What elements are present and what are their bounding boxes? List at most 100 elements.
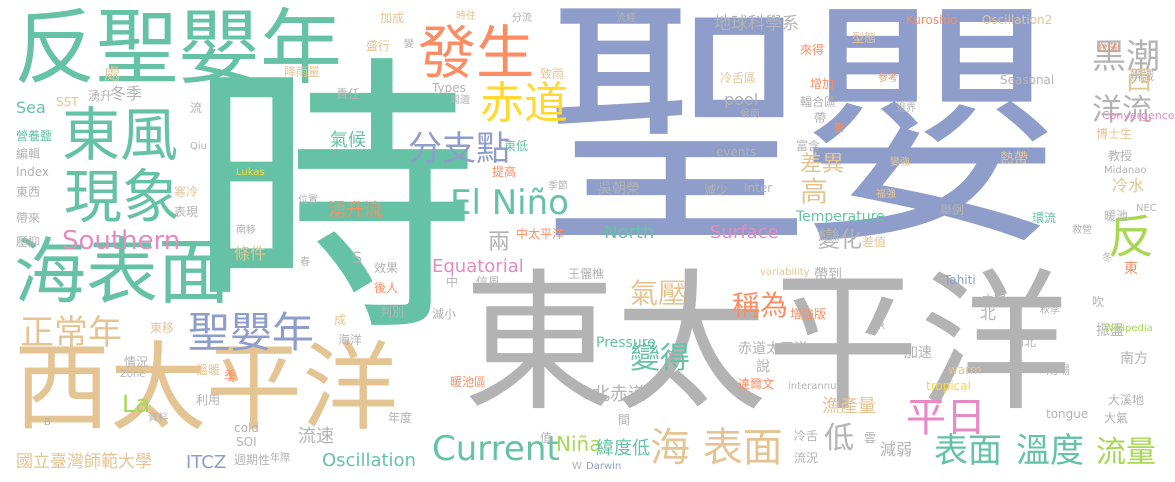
word-liu-su: 流速 — [298, 426, 334, 447]
word-hei-chao: 黑潮 — [1092, 37, 1160, 77]
word-leng-she-qu: 冷舌區 — [720, 71, 757, 85]
word-jiao-shou: 教授 — [1108, 149, 1133, 163]
word-temperature: Temperature — [796, 209, 885, 225]
word-shi-jie: 季節 — [548, 181, 568, 192]
word-liu-jing: 流經 — [616, 13, 636, 24]
word-warm: warm — [948, 363, 982, 377]
word-ying-yang-yan: 營養鹽 — [16, 129, 53, 143]
word-liang: 兩 — [488, 230, 511, 255]
word-zhen-dang: 振盪 — [1096, 323, 1124, 339]
word-dong-ji: 冬季 — [110, 84, 143, 103]
word-wen-nuan: 溫暖 — [196, 363, 221, 377]
word-cha-yi: 差異 — [800, 152, 845, 177]
word-fa-sheng: 發生 — [418, 19, 535, 87]
word-variability: variability — [760, 267, 810, 278]
word-chi-dao: 赤道 — [480, 78, 568, 129]
word-bian: 變 — [404, 39, 414, 50]
word-zhou-qi-xing: 週期性 — [234, 453, 271, 467]
word-ya-yi: 壓抑 — [16, 235, 41, 249]
word-chi-dao-taipingyang: 赤道太平洋 — [738, 341, 808, 357]
word-bei: 北 — [980, 304, 997, 323]
word-zhi-yu: 致雨 — [540, 67, 565, 81]
word-oscillation2: Oscillation2 — [982, 13, 1053, 27]
word-bian-hua: 變化 — [818, 228, 863, 253]
word-events: events — [716, 145, 757, 159]
word-equatorial: Equatorial — [432, 256, 524, 277]
word-sheng-xing: 盛行 — [366, 39, 391, 53]
word-dong-feng: 東風 — [62, 101, 179, 169]
word-da-xi-di: 大溪地 — [1108, 393, 1145, 407]
word-nian-ji: 年際 — [270, 453, 290, 464]
word-guoli: 國立臺灣師範大學 — [16, 452, 152, 472]
word-fu-nan: 偏南 — [740, 109, 760, 120]
word-yun: 雲 — [864, 431, 877, 445]
word-zi-liao: 資料 — [148, 413, 168, 424]
word-index: Index — [16, 165, 50, 179]
word-ju-li: 舉例 — [940, 203, 965, 217]
word-nian-du: 年度 — [388, 411, 413, 425]
word-jia-cheng: 加成 — [380, 11, 405, 25]
word-s: S — [352, 248, 363, 267]
word-biao-xian: 表現 — [174, 205, 199, 219]
word-tahiti: Tahiti — [944, 273, 976, 287]
word-hai-biaomian: 海表面 — [14, 230, 231, 314]
word-dong: 東 — [1124, 261, 1138, 277]
word-nec: NEC — [1136, 203, 1157, 214]
word-itcz: ITCZ — [186, 452, 227, 473]
word-ti-gao: 提高 — [492, 165, 517, 179]
word-ping-ri: 平日 — [906, 395, 986, 441]
word-zhong: 中 — [446, 275, 459, 289]
word-fu-qiang: 福強 — [876, 189, 896, 200]
word-wei-zhi: 位置 — [298, 195, 318, 206]
word-fan-sheng-ying-nian: 反聖嬰年 — [14, 1, 343, 96]
word-zheng-chang-nian: 正常年 — [20, 313, 122, 353]
word-zhi-jian: 之間 — [982, 293, 1007, 307]
word-han-leng: 寒冷 — [174, 185, 199, 199]
word-zeng-qiang-ban: 增強版 — [790, 307, 827, 321]
word-convergence: Convergence — [1102, 109, 1175, 122]
word-seasonal: Seasonal — [1000, 73, 1055, 87]
word-fan: 反 — [1108, 210, 1154, 264]
word-pressure: Pressure — [596, 335, 656, 351]
word-jian: 間 — [618, 413, 631, 427]
word-ze-ren: 責任 — [336, 87, 361, 101]
word-el-nino: El Niño — [450, 183, 569, 223]
word-qing-kuang: 情況 — [124, 355, 149, 369]
word-bian-de: 變得 — [630, 341, 690, 376]
word-zhou-xuan: 周遺 — [450, 95, 470, 106]
word-hai-biaomian-spaced: 海 表面 — [650, 425, 783, 471]
word-hai-yang: 海洋 — [338, 333, 363, 347]
word-w: W — [572, 461, 582, 472]
word-jiu-ying: 救營 — [1072, 225, 1092, 236]
word-nan-bei: 南北 — [1012, 335, 1037, 349]
word-cheng-wei: 稱為 — [732, 289, 789, 322]
word-fen-zhi-dian: 分支點 — [408, 129, 510, 169]
word-b: B — [44, 417, 51, 428]
word-xi: 西 — [1126, 66, 1153, 96]
word-dong-yi: 東移 — [150, 321, 175, 335]
word-yong-sheng-liu: 湧升流 — [328, 200, 382, 221]
word-li-yong: 利用 — [196, 393, 221, 407]
word-jian-xiao: 減小 — [432, 307, 457, 321]
word-qiu: Qiu — [190, 141, 207, 152]
word-types: Types — [432, 81, 466, 95]
word-tongue: tongue — [1046, 407, 1089, 421]
word-gao: 高 — [800, 175, 829, 208]
word-kuroshio: Kuroshio — [906, 13, 958, 27]
word-southern: Southern — [62, 226, 181, 256]
word-la: La — [122, 390, 151, 418]
word-e: E — [668, 349, 676, 363]
word-sst: SST — [56, 95, 79, 109]
word-sea: Sea — [16, 98, 46, 117]
word-fu-he-qu: 輻合區 — [800, 95, 837, 109]
word-wen-du: 溫度 — [1016, 431, 1084, 471]
word-jiang-yu-liang: 降雨量 — [284, 65, 321, 79]
word-dai-lai: 帶來 — [16, 211, 41, 225]
word-inter: Inter — [744, 181, 773, 195]
word-xian-xiang: 現象 — [64, 163, 181, 231]
word-liu: 流 — [190, 101, 203, 115]
word-da-qi: 大氣 — [1104, 411, 1129, 425]
word-wikipedia: Wikipedia — [1104, 323, 1153, 334]
word-chu: 處 — [104, 64, 121, 83]
